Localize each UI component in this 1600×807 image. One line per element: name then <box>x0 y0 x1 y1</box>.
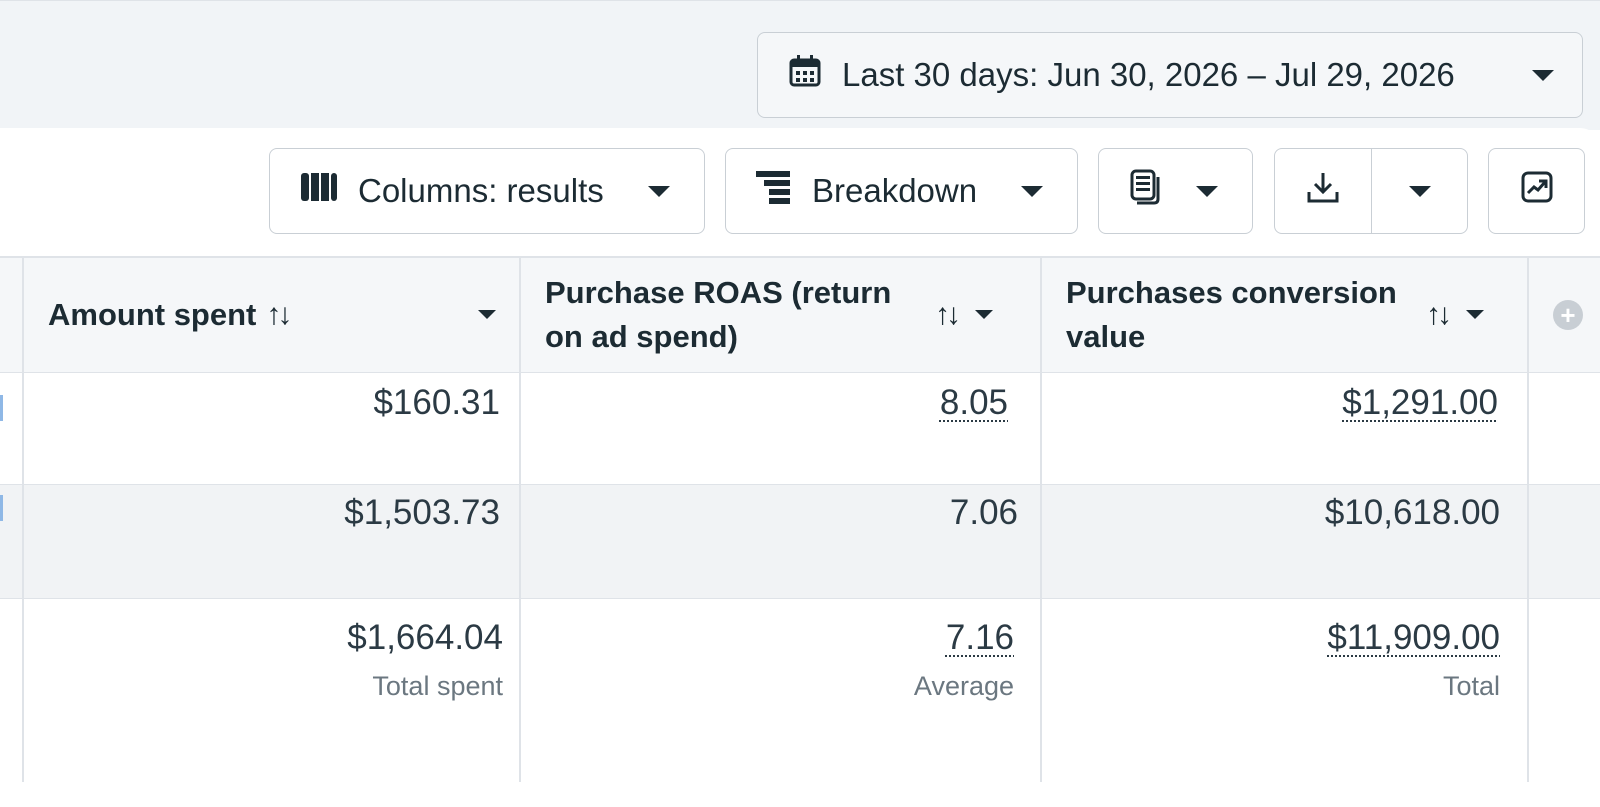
chevron-down-icon <box>1408 185 1431 197</box>
column-header-label: Purchases conversion value <box>1066 274 1397 354</box>
sort-icon[interactable]: ↑↓ <box>935 297 961 331</box>
column-header-amount-spent[interactable]: Amount spent ↑↓ <box>48 256 504 373</box>
date-range-label: Last 30 days: Jun 30, 2026 – Jul 29, 202… <box>842 56 1455 93</box>
chevron-down-icon <box>1196 185 1218 197</box>
view-charts-button[interactable] <box>1488 148 1585 234</box>
columns-label: Columns: results <box>358 172 604 209</box>
row-selection-marker <box>0 395 3 421</box>
reports-icon <box>1129 169 1163 213</box>
reports-button[interactable] <box>1098 148 1253 234</box>
chevron-down-icon <box>648 185 670 197</box>
chevron-down-icon[interactable] <box>975 310 993 319</box>
table-row[interactable]: $1,503.73 7.06 $10,618.00 <box>0 485 1600 599</box>
column-header-label: Purchase ROAS (return on ad spend) <box>545 274 892 354</box>
breakdown-button[interactable]: Breakdown <box>725 148 1078 234</box>
chevron-down-icon <box>1021 185 1043 197</box>
total-purchases-conversion-value-label: Total <box>1442 671 1500 701</box>
table-header-row: Amount spent ↑↓ Purchase ROAS (return on… <box>0 256 1600 373</box>
total-amount-spent-label: Total spent <box>372 671 503 701</box>
total-amount-spent: $1,664.04 <box>347 618 503 657</box>
column-divider <box>22 256 24 782</box>
table-totals-row: $1,664.04 Total spent 7.16 Average $11,9… <box>0 599 1600 782</box>
export-options-button[interactable] <box>1372 149 1467 233</box>
column-header-label: Amount spent <box>48 296 257 332</box>
export-button-group[interactable] <box>1274 148 1468 234</box>
row-selection-marker <box>0 495 3 521</box>
breakdown-icon <box>756 170 790 212</box>
add-column-icon[interactable]: + <box>1553 300 1583 330</box>
column-divider <box>519 256 521 782</box>
amount-spent-value: $160.31 <box>373 383 500 422</box>
chevron-down-icon[interactable] <box>478 310 496 319</box>
purchases-conversion-value: $10,618.00 <box>1324 493 1500 532</box>
expand-chart-icon <box>1520 170 1554 212</box>
average-purchase-roas-label: Average <box>913 671 1014 701</box>
table-row[interactable]: $160.31 8.05 $1,291.00 <box>0 373 1600 485</box>
columns-icon <box>300 172 338 210</box>
column-divider <box>1527 256 1529 782</box>
total-purchases-conversion-value[interactable]: $11,909.00 <box>1327 618 1500 657</box>
sort-icon[interactable]: ↑↓ <box>1426 297 1452 331</box>
column-divider <box>1040 256 1042 782</box>
column-header-purchase-roas[interactable]: Purchase ROAS (return on ad spend) ↑↓ <box>545 256 1023 373</box>
chevron-down-icon <box>1532 69 1554 81</box>
chevron-down-icon[interactable] <box>1466 310 1484 319</box>
breakdown-label: Breakdown <box>812 172 978 209</box>
average-purchase-roas[interactable]: 7.16 <box>945 618 1014 657</box>
date-range-picker[interactable]: Last 30 days: Jun 30, 2026 – Jul 29, 202… <box>757 32 1583 118</box>
download-icon <box>1306 170 1340 212</box>
columns-button[interactable]: Columns: results <box>269 148 705 234</box>
calendar-icon <box>788 54 822 96</box>
column-header-purchases-conversion-value[interactable]: Purchases conversion value ↑↓ <box>1066 256 1509 373</box>
sort-icon[interactable]: ↑↓ <box>266 297 292 331</box>
purchases-conversion-value[interactable]: $1,291.00 <box>1342 383 1498 422</box>
export-button[interactable] <box>1275 149 1372 233</box>
table-top-border <box>0 256 1600 258</box>
purchase-roas-value[interactable]: 8.05 <box>939 383 1008 422</box>
amount-spent-value: $1,503.73 <box>344 493 500 532</box>
purchase-roas-value: 7.06 <box>949 493 1018 532</box>
